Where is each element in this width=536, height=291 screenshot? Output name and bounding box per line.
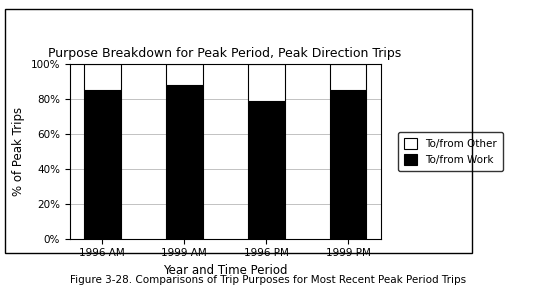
Bar: [166, 85, 203, 239]
Bar: [166, 64, 203, 85]
X-axis label: Year and Time Period: Year and Time Period: [163, 264, 287, 277]
Bar: [248, 101, 285, 239]
Bar: [330, 64, 367, 90]
Bar: [248, 64, 285, 101]
Text: Figure 3-28. Comparisons of Trip Purposes for Most Recent Peak Period Trips: Figure 3-28. Comparisons of Trip Purpose…: [70, 275, 466, 285]
Bar: [84, 90, 121, 239]
Legend: To/from Other, To/from Work: To/from Other, To/from Work: [398, 132, 503, 171]
Title: Purpose Breakdown for Peak Period, Peak Direction Trips: Purpose Breakdown for Peak Period, Peak …: [48, 47, 402, 60]
Bar: [330, 90, 367, 239]
Bar: [84, 64, 121, 90]
Y-axis label: % of Peak Trips: % of Peak Trips: [12, 107, 25, 196]
